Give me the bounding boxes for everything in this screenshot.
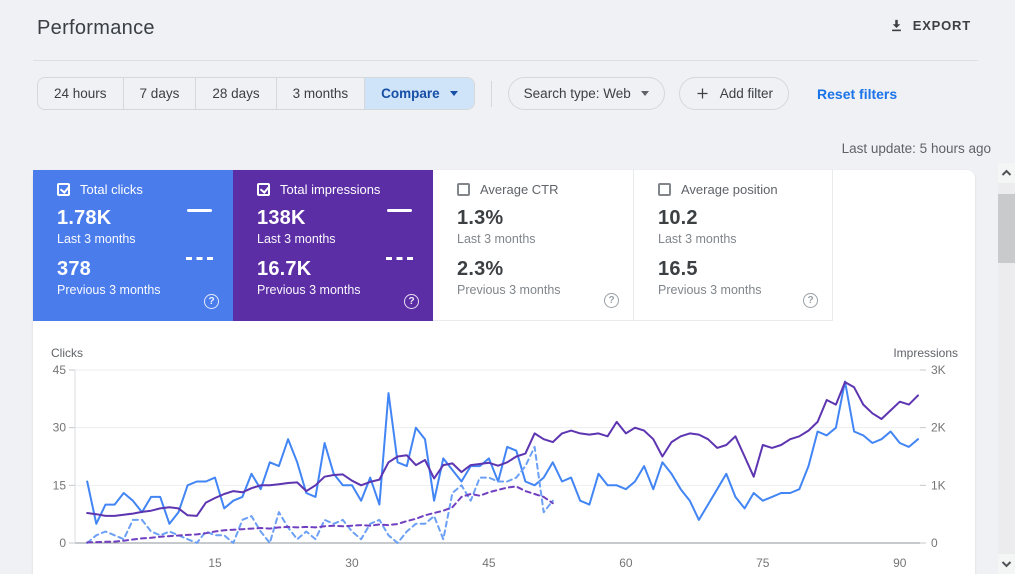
y-left-axis-title: Clicks <box>51 346 83 360</box>
last-update-status: Last update: 5 hours ago <box>842 141 991 156</box>
y-right-tick-label: 1K <box>931 478 946 492</box>
x-tick-label: 75 <box>756 556 770 570</box>
chevron-down-icon <box>450 91 458 96</box>
header-divider <box>33 60 978 61</box>
search-console-performance-page: { "header": { "title": "Performance", "e… <box>0 0 1015 574</box>
y-right-tick-label: 3K <box>931 363 946 377</box>
y-right-axis-title: Impressions <box>893 346 958 360</box>
x-tick-label: 90 <box>893 556 907 570</box>
search-type-dropdown-button[interactable]: Search type: Web <box>508 77 665 110</box>
date-range-segmented-control: 24 hours 7 days 28 days 3 months Compare <box>37 77 475 110</box>
performance-report-panel: Total clicks 1.78K Last 3 months 378 Pre… <box>33 170 975 574</box>
x-tick-label: 60 <box>619 556 633 570</box>
vertical-scrollbar[interactable] <box>998 163 1015 574</box>
scrollbar-thumb[interactable] <box>998 194 1015 263</box>
x-tick-label: 15 <box>208 556 222 570</box>
y-left-tick-label: 15 <box>53 478 67 492</box>
plus-icon <box>695 86 710 101</box>
scrollbar-up-button[interactable] <box>998 163 1015 183</box>
chart-line-clicks-current <box>87 382 918 524</box>
chart-line-impressions-current <box>87 382 918 516</box>
date-range-3-months[interactable]: 3 months <box>276 78 365 109</box>
filter-toolbar: 24 hours 7 days 28 days 3 months Compare… <box>37 77 897 110</box>
y-right-tick-label: 0 <box>931 536 938 550</box>
reset-filters-link[interactable]: Reset filters <box>817 86 897 102</box>
y-right-tick-label: 2K <box>931 421 946 435</box>
date-range-28-days[interactable]: 28 days <box>195 78 275 109</box>
x-tick-label: 45 <box>482 556 496 570</box>
y-left-tick-label: 30 <box>53 421 67 435</box>
y-left-tick-label: 0 <box>59 536 66 550</box>
x-tick-label: 30 <box>345 556 359 570</box>
scrollbar-down-button[interactable] <box>998 554 1015 574</box>
performance-timeseries-chart[interactable]: 0 15 30 45 0 1K 2K 3K 15 30 45 60 75 90 Clicks Impressi… <box>33 170 975 574</box>
chevron-up-icon <box>1001 169 1012 177</box>
toolbar-divider <box>491 81 492 107</box>
export-button[interactable]: EXPORT <box>889 18 971 33</box>
date-range-24-hours[interactable]: 24 hours <box>38 78 123 109</box>
page-title: Performance <box>37 17 155 40</box>
y-left-tick-label: 45 <box>53 363 67 377</box>
chevron-down-icon <box>1001 560 1012 568</box>
add-filter-button[interactable]: Add filter <box>679 77 789 110</box>
compare-dropdown-button[interactable]: Compare <box>364 78 474 109</box>
download-icon <box>889 18 904 33</box>
date-range-7-days[interactable]: 7 days <box>123 78 196 109</box>
chevron-down-icon <box>641 91 649 96</box>
export-label: EXPORT <box>913 18 971 33</box>
